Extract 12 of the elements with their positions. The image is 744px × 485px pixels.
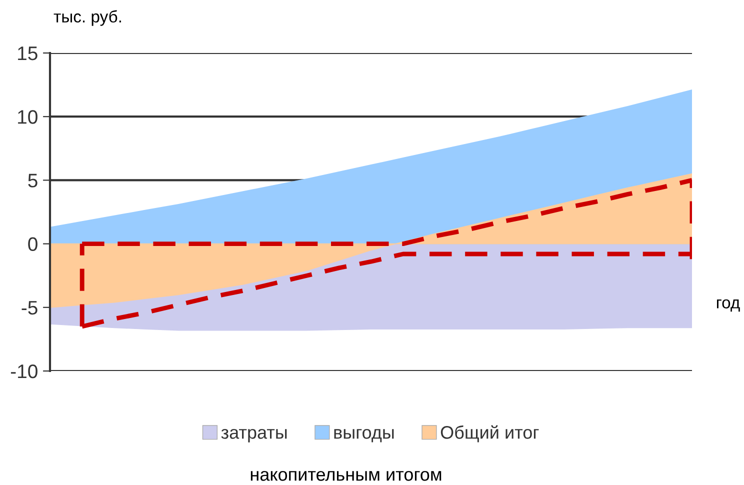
y-tick-label: 5 bbox=[28, 174, 38, 188]
x-axis-title: год bbox=[716, 299, 740, 312]
legend-label: Общий итог bbox=[440, 425, 539, 442]
y-tick-label: 15 bbox=[18, 46, 38, 60]
y-tick-label: 0 bbox=[28, 237, 38, 252]
y-tick-label: 10 bbox=[18, 110, 38, 124]
y-tick-label: -10 bbox=[10, 364, 38, 378]
y-axis-title: тыс. руб. bbox=[54, 10, 121, 26]
y-tick-label: -5 bbox=[22, 301, 38, 315]
legend-label: выгоды bbox=[334, 428, 394, 442]
text: накопительным итогом bbox=[250, 470, 442, 481]
legend-label: затраты bbox=[221, 428, 287, 442]
